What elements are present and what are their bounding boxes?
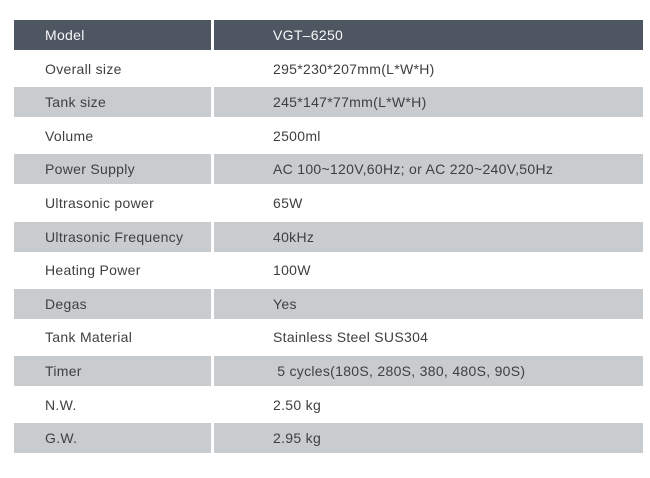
table-row: Ultrasonic power 65W [14, 187, 643, 218]
row-label-cell: Timer [14, 355, 211, 386]
row-value-cell: 245*147*77mm(L*W*H) [214, 87, 643, 118]
row-label-cell: N.W. [14, 389, 211, 420]
row-label-cell: Degas [14, 288, 211, 319]
row-value-cell: Stainless Steel SUS304 [214, 322, 643, 353]
row-label-text: Tank size [45, 94, 107, 111]
row-label-text: N.W. [45, 396, 77, 413]
row-value-cell: 2.50 kg [214, 389, 643, 420]
row-label-text: Heating Power [45, 262, 141, 279]
row-label-text: Degas [45, 295, 87, 312]
table-row: G.W. 2.95 kg [14, 423, 643, 454]
row-value-text: 5 cycles(180S, 280S, 380, 480S, 90S) [273, 362, 526, 379]
row-value-text: Yes [273, 295, 297, 312]
table-row: Overall size 295*230*207mm(L*W*H) [14, 53, 643, 84]
table-row: Degas Yes [14, 288, 643, 319]
row-label-text: Volume [45, 127, 94, 144]
row-value-cell: 100W [214, 255, 643, 286]
header-label-text: Model [45, 27, 85, 43]
header-value-text: VGT–6250 [273, 27, 344, 43]
row-label-cell: Ultrasonic power [14, 187, 211, 218]
spec-table: Model VGT–6250 Overall size 295*230*207m… [14, 20, 643, 457]
header-label-cell: Model [14, 20, 211, 50]
row-value-cell: 2500ml [214, 120, 643, 151]
row-label-text: Tank Material [45, 329, 133, 346]
table-row: Timer 5 cycles(180S, 280S, 380, 480S, 90… [14, 355, 643, 386]
table-row: N.W. 2.50 kg [14, 389, 643, 420]
row-value-cell: 40kHz [214, 221, 643, 252]
row-label-text: Timer [45, 362, 82, 379]
row-value-text: AC 100~120V,60Hz; or AC 220~240V,50Hz [273, 161, 554, 178]
row-value-text: 65W [273, 194, 303, 211]
row-label-text: Ultrasonic power [45, 194, 155, 211]
row-value-cell: 2.95 kg [214, 423, 643, 454]
row-label-cell: Tank size [14, 87, 211, 118]
row-label-text: Power Supply [45, 161, 135, 178]
row-value-text: 100W [273, 262, 311, 279]
row-label-cell: Volume [14, 120, 211, 151]
row-value-text: 2.95 kg [273, 430, 322, 447]
row-label-cell: Power Supply [14, 154, 211, 185]
table-row: Power Supply AC 100~120V,60Hz; or AC 220… [14, 154, 643, 185]
row-label-cell: Overall size [14, 53, 211, 84]
row-label-cell: Ultrasonic Frequency [14, 221, 211, 252]
row-label-text: Overall size [45, 60, 122, 77]
row-value-text: 2.50 kg [273, 396, 322, 413]
row-value-cell: 295*230*207mm(L*W*H) [214, 53, 643, 84]
row-label-text: G.W. [45, 430, 78, 447]
table-row: Tank size 245*147*77mm(L*W*H) [14, 87, 643, 118]
table-body: Overall size 295*230*207mm(L*W*H) Tank s… [14, 53, 643, 454]
row-value-text: 2500ml [273, 127, 321, 144]
row-label-cell: Heating Power [14, 255, 211, 286]
header-value-cell: VGT–6250 [214, 20, 643, 50]
row-value-cell: 5 cycles(180S, 280S, 380, 480S, 90S) [214, 355, 643, 386]
row-value-cell: AC 100~120V,60Hz; or AC 220~240V,50Hz [214, 154, 643, 185]
table-row: Volume 2500ml [14, 120, 643, 151]
table-row: Tank Material Stainless Steel SUS304 [14, 322, 643, 353]
row-value-text: 40kHz [273, 228, 315, 245]
row-label-cell: Tank Material [14, 322, 211, 353]
row-value-text: 295*230*207mm(L*W*H) [273, 60, 435, 77]
table-row: Ultrasonic Frequency 40kHz [14, 221, 643, 252]
table-header-row: Model VGT–6250 [14, 20, 643, 50]
row-value-text: 245*147*77mm(L*W*H) [273, 94, 427, 111]
row-value-cell: 65W [214, 187, 643, 218]
row-value-text: Stainless Steel SUS304 [273, 329, 429, 346]
row-label-cell: G.W. [14, 423, 211, 454]
table-row: Heating Power 100W [14, 255, 643, 286]
row-label-text: Ultrasonic Frequency [45, 228, 184, 245]
row-value-cell: Yes [214, 288, 643, 319]
